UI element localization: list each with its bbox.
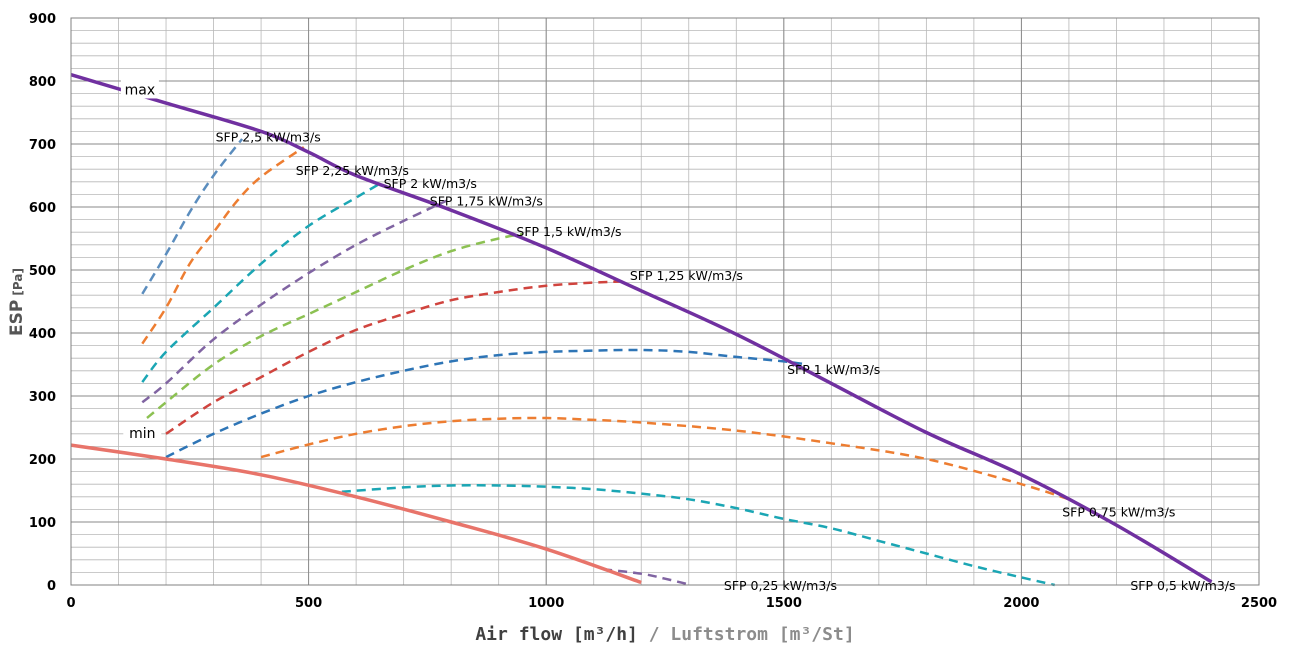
series-label-sfp-1-kw-m3-s: SFP 1 kW/m3/s (787, 362, 880, 377)
x-tick-label: 2000 (1003, 596, 1039, 611)
y-tick-label: 800 (29, 75, 56, 90)
annotation-bg (123, 422, 162, 442)
series-line-sfp-0-75-kw-m3-s (260, 416, 1070, 501)
x-axis-label-secondary: Luftstrom [m³/St] (670, 624, 854, 645)
series-label-sfp-0-75-kw-m3-s: SFP 0,75 kW/m3/s (1062, 504, 1175, 519)
chart-series-group (70, 73, 1213, 587)
series-label-sfp-1-5-kw-m3-s: SFP 1,5 kW/m3/s (516, 224, 621, 239)
series-line-sfp-1-kw-m3-s (165, 348, 808, 459)
x-tick-label: 0 (66, 596, 75, 611)
series-line-sfp-1-25-kw-m3-s (165, 280, 628, 435)
x-axis-label-primary: Air flow [m³/h] (475, 624, 638, 645)
series-line-min (70, 443, 642, 585)
x-tick-label: 2500 (1241, 596, 1277, 611)
series-label-sfp-2-25-kw-m3-s: SFP 2,25 kW/m3/s (296, 163, 409, 178)
y-tick-label: 500 (29, 264, 56, 279)
series-label-sfp-0-5-kw-m3-s: SFP 0,5 kW/m3/s (1130, 578, 1235, 593)
y-tick-label: 400 (29, 327, 56, 342)
x-tick-label: 500 (295, 596, 322, 611)
chart-axes: 0 500 1000 1500 2000 2500 0 100 200 300 400 500 600 7… (29, 12, 1277, 611)
series-label-sfp-1-75-kw-m3-s: SFP 1,75 kW/m3/s (430, 194, 543, 209)
series-label-sfp-1-25-kw-m3-s: SFP 1,25 kW/m3/s (630, 268, 743, 283)
annotation-min: min (129, 426, 155, 442)
annotation-max: max (125, 82, 156, 98)
y-tick-label: 300 (29, 390, 56, 405)
series-label-sfp-2-kw-m3-s: SFP 2 kW/m3/s (384, 176, 477, 191)
y-axis-label-unit: [Pa] (11, 268, 25, 296)
series-line-sfp-0-5-kw-m3-s (341, 484, 1055, 587)
series-line-sfp-1-75-kw-m3-s (141, 199, 447, 404)
x-axis-label-separator: / (638, 624, 671, 645)
y-tick-label: 600 (29, 201, 56, 216)
series-line-sfp-2-5-kw-m3-s (141, 138, 244, 295)
y-tick-label: 900 (29, 12, 56, 27)
y-axis-label-main: ESP (7, 300, 27, 336)
y-axis-label: ESP [Pa] (7, 268, 27, 336)
x-axis-label: Air flow [m³/h] / Luftstrom [m³/St] (475, 624, 854, 645)
series-label-sfp-0-25-kw-m3-s: SFP 0,25 kW/m3/s (724, 578, 837, 593)
plot-frame (70, 17, 1260, 586)
y-tick-label: 200 (29, 453, 56, 468)
annotation-bg (120, 79, 159, 99)
y-tick-label: 0 (47, 579, 56, 594)
x-tick-label: 1000 (528, 596, 564, 611)
x-tick-label: 1500 (766, 596, 802, 611)
series-label-sfp-2-5-kw-m3-s: SFP 2,5 kW/m3/s (216, 129, 321, 144)
series-line-max (70, 73, 1213, 584)
series-line-sfp-1-5-kw-m3-s (146, 232, 523, 419)
y-tick-label: 100 (29, 516, 56, 531)
series-line-sfp-2-kw-m3-s (141, 182, 381, 383)
series-line-sfp-0-25-kw-m3-s (603, 568, 690, 586)
y-tick-label: 700 (29, 138, 56, 153)
